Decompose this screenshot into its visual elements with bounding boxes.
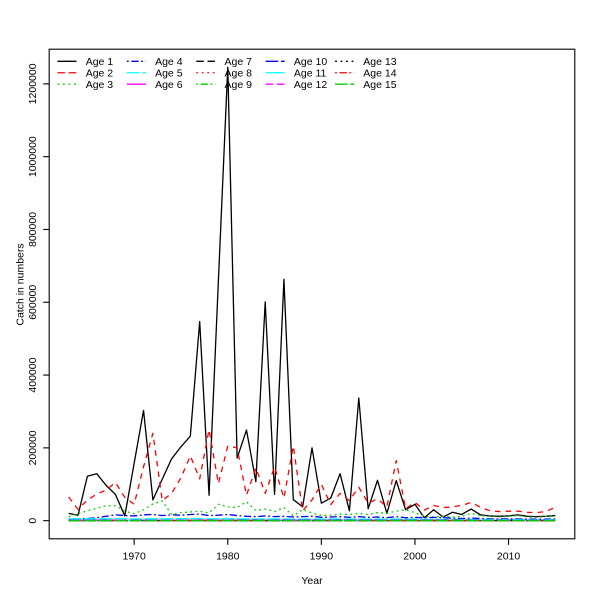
svg-text:Age 9: Age 9	[225, 79, 253, 91]
svg-text:1990: 1990	[310, 551, 334, 563]
svg-text:Age 11: Age 11	[294, 67, 327, 79]
svg-text:Age 14: Age 14	[363, 67, 396, 79]
svg-text:Age 6: Age 6	[155, 79, 183, 91]
svg-text:Age 8: Age 8	[225, 67, 253, 79]
svg-text:800000: 800000	[27, 212, 39, 247]
svg-text:Age 4: Age 4	[155, 56, 183, 68]
svg-text:Age 15: Age 15	[363, 79, 396, 91]
svg-text:Year: Year	[301, 575, 323, 587]
svg-text:Age 13: Age 13	[363, 56, 396, 68]
svg-text:Age 7: Age 7	[225, 56, 253, 68]
svg-text:Age 3: Age 3	[86, 79, 114, 91]
svg-text:2010: 2010	[497, 551, 521, 563]
svg-text:1980: 1980	[216, 551, 240, 563]
svg-text:200000: 200000	[27, 430, 39, 465]
svg-text:Age 10: Age 10	[294, 56, 327, 68]
svg-text:1000000: 1000000	[27, 136, 39, 177]
svg-text:Age 2: Age 2	[86, 67, 114, 79]
svg-text:400000: 400000	[27, 357, 39, 392]
svg-text:1970: 1970	[123, 551, 147, 563]
svg-text:2000: 2000	[403, 551, 427, 563]
svg-text:Age 5: Age 5	[155, 67, 183, 79]
svg-text:0: 0	[27, 518, 39, 524]
svg-text:Age 1: Age 1	[86, 56, 114, 68]
svg-text:Catch in numbers: Catch in numbers	[15, 243, 27, 325]
svg-text:600000: 600000	[27, 285, 39, 320]
svg-text:Age 12: Age 12	[294, 79, 327, 91]
svg-text:1200000: 1200000	[27, 63, 39, 104]
